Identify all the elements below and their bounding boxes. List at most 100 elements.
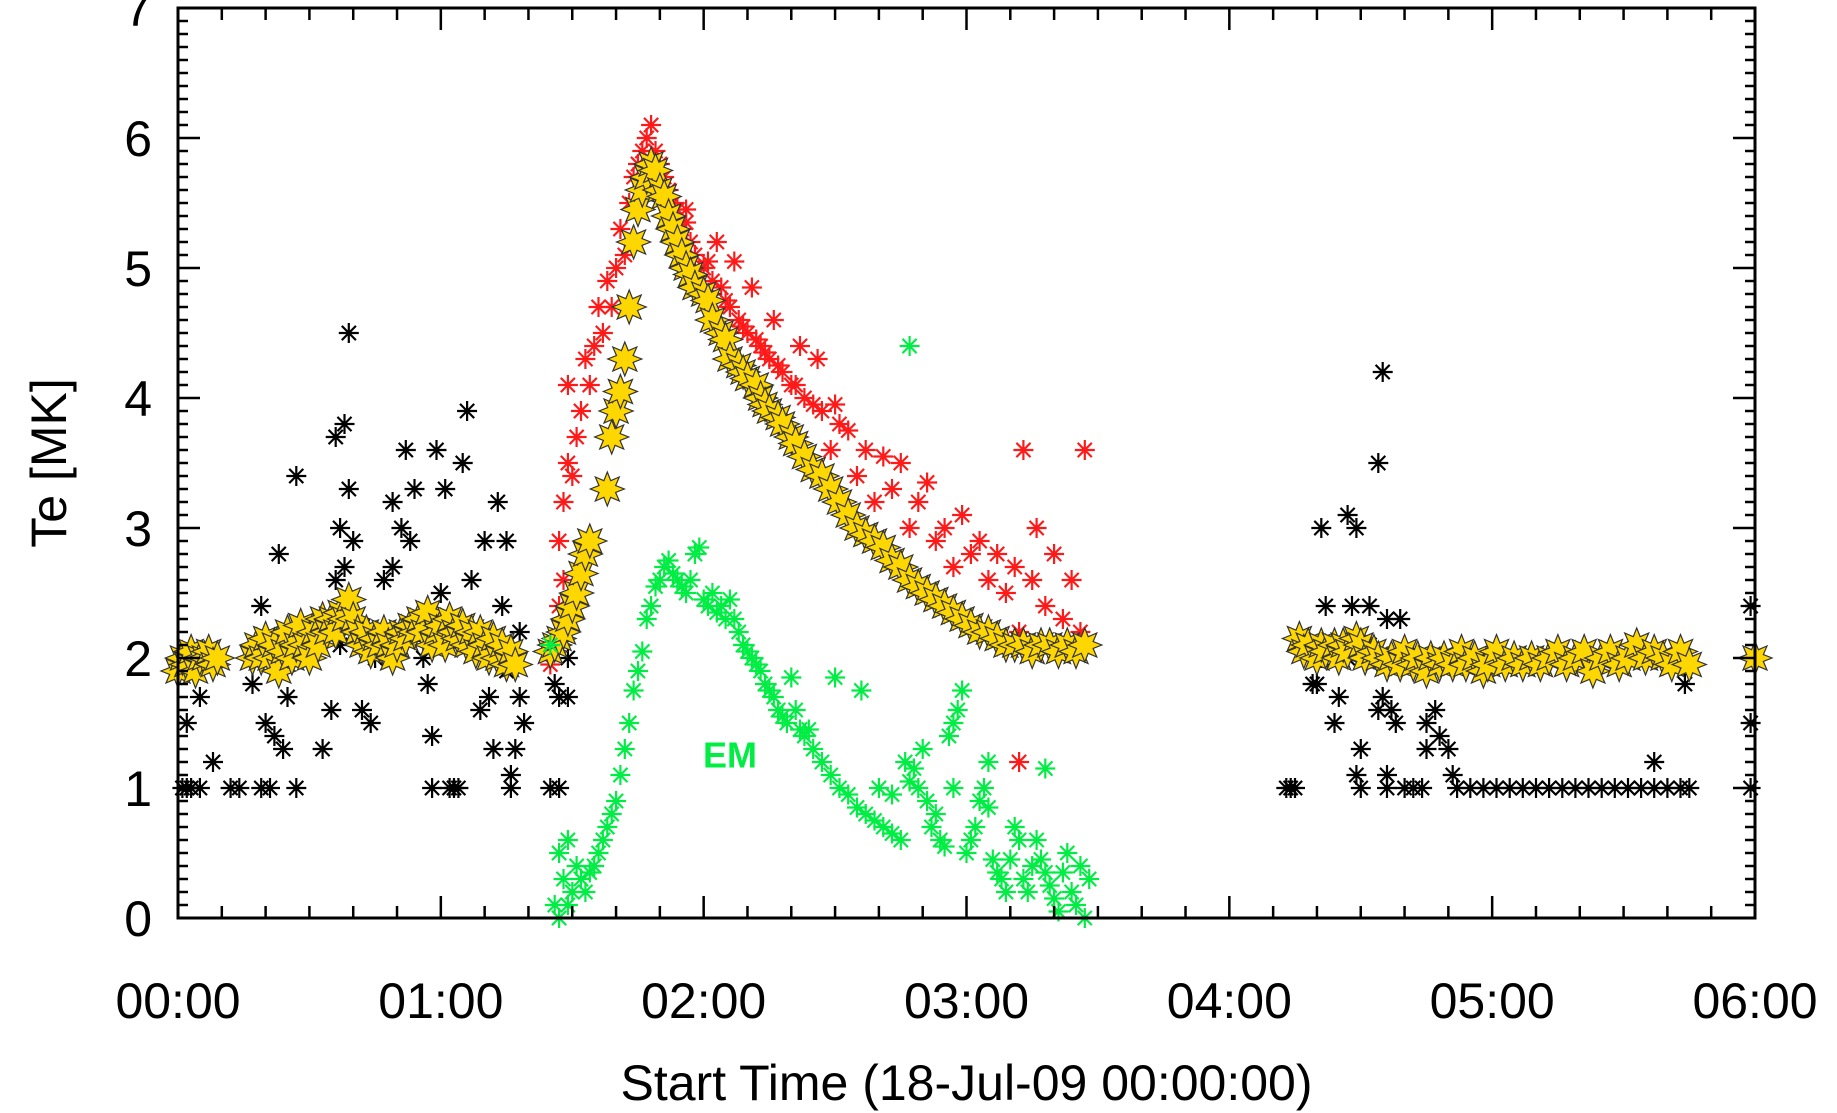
data-point bbox=[1079, 869, 1100, 889]
data-point bbox=[1074, 440, 1095, 460]
data-point bbox=[430, 583, 451, 603]
data-point bbox=[457, 401, 478, 421]
data-point bbox=[1460, 778, 1481, 798]
data-point bbox=[899, 336, 920, 356]
data-point bbox=[601, 372, 640, 411]
data-point bbox=[592, 830, 613, 850]
data-point bbox=[544, 895, 565, 915]
data-point bbox=[549, 843, 570, 863]
data-point bbox=[422, 778, 443, 798]
data-point bbox=[930, 830, 951, 850]
data-point bbox=[1328, 687, 1349, 707]
data-point bbox=[255, 713, 276, 733]
data-point bbox=[1057, 843, 1078, 863]
data-point bbox=[785, 700, 806, 720]
data-point bbox=[1324, 713, 1345, 733]
data-point bbox=[1657, 778, 1678, 798]
data-point bbox=[496, 531, 517, 551]
x-tick-label: 02:00 bbox=[641, 973, 766, 1029]
data-point bbox=[641, 596, 662, 616]
data-point bbox=[895, 752, 916, 772]
data-point bbox=[571, 401, 591, 421]
data-point bbox=[1674, 674, 1695, 694]
data-point bbox=[706, 232, 727, 252]
x-tick-labels: 00:00 01:00 02:00 03:00 04:00 05:00 06:00 bbox=[115, 973, 1817, 1029]
data-point bbox=[974, 778, 994, 798]
data-point bbox=[807, 349, 828, 369]
data-point bbox=[1000, 849, 1021, 870]
data-point bbox=[925, 531, 946, 551]
data-point bbox=[203, 752, 223, 772]
y-tick-label: 2 bbox=[124, 631, 152, 687]
data-point bbox=[654, 557, 675, 577]
data-point bbox=[680, 570, 701, 590]
data-point bbox=[426, 440, 447, 460]
data-point bbox=[847, 797, 867, 818]
data-point bbox=[1311, 518, 1332, 538]
data-point bbox=[873, 446, 894, 467]
data-point bbox=[623, 680, 644, 701]
data-point bbox=[1004, 817, 1025, 837]
data-point bbox=[242, 674, 263, 694]
data-point bbox=[579, 375, 600, 395]
data-point bbox=[917, 791, 938, 811]
data-point bbox=[470, 700, 491, 720]
data-point bbox=[540, 635, 561, 655]
data-point bbox=[995, 882, 1016, 902]
data-point bbox=[693, 589, 714, 610]
data-point bbox=[1512, 778, 1533, 798]
data-point bbox=[645, 141, 666, 161]
data-point bbox=[588, 297, 609, 317]
data-point bbox=[847, 466, 867, 486]
data-point bbox=[557, 453, 578, 473]
x-tick-label: 06:00 bbox=[1692, 973, 1817, 1029]
data-point bbox=[676, 583, 697, 603]
data-point bbox=[960, 830, 981, 850]
data-point bbox=[395, 440, 416, 460]
data-point bbox=[925, 804, 946, 824]
data-point bbox=[952, 505, 973, 525]
data-point bbox=[632, 141, 653, 161]
data-point bbox=[1009, 830, 1030, 850]
data-point bbox=[606, 340, 644, 378]
x-tick-label: 05:00 bbox=[1430, 973, 1555, 1029]
data-point bbox=[343, 531, 364, 551]
data-point bbox=[890, 830, 911, 850]
data-point bbox=[562, 466, 583, 486]
data-point bbox=[719, 589, 740, 610]
data-point bbox=[496, 645, 534, 684]
data-point bbox=[943, 778, 964, 798]
data-point bbox=[965, 817, 986, 837]
data-point bbox=[614, 223, 653, 261]
data-point bbox=[776, 713, 797, 733]
data-point bbox=[1026, 518, 1047, 538]
data-point bbox=[1004, 557, 1025, 577]
data-point bbox=[724, 609, 745, 629]
data-point bbox=[952, 680, 973, 701]
data-point bbox=[330, 635, 351, 655]
data-point bbox=[286, 778, 307, 798]
data-point bbox=[500, 778, 521, 798]
data-point bbox=[1342, 596, 1362, 616]
data-point bbox=[597, 271, 618, 291]
data-point bbox=[759, 349, 780, 369]
data-point bbox=[1486, 778, 1507, 798]
data-point bbox=[1644, 778, 1665, 798]
data-point bbox=[728, 310, 749, 330]
data-point bbox=[759, 680, 780, 701]
data-point bbox=[1670, 645, 1708, 684]
data-point bbox=[1061, 570, 1082, 590]
data-point bbox=[912, 739, 933, 759]
data-point bbox=[1061, 882, 1082, 902]
data-point bbox=[934, 836, 955, 857]
data-point bbox=[978, 752, 999, 772]
data-point bbox=[921, 817, 942, 837]
data-point bbox=[334, 557, 355, 577]
data-point bbox=[1013, 440, 1034, 460]
data-point bbox=[755, 674, 775, 694]
data-point bbox=[1416, 739, 1437, 759]
data-point bbox=[684, 544, 705, 564]
data-point bbox=[995, 583, 1016, 603]
